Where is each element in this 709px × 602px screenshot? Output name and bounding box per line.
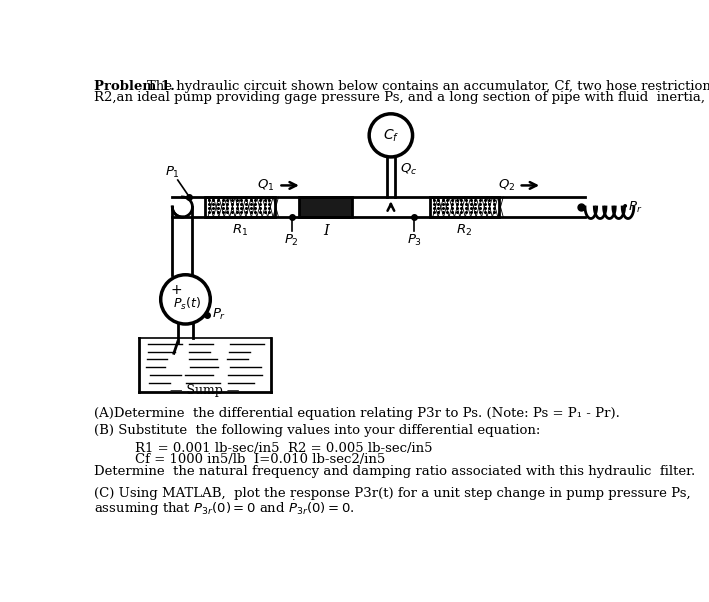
Circle shape: [161, 275, 211, 324]
Text: $Q_{1}$: $Q_{1}$: [257, 178, 274, 193]
Text: $P_s(t)$: $P_s(t)$: [173, 296, 201, 312]
Text: I: I: [323, 224, 329, 238]
Bar: [299, 197, 352, 217]
Text: $P_1$: $P_1$: [164, 165, 180, 180]
Text: $P_r$: $P_r$: [212, 307, 226, 322]
Bar: [205, 197, 274, 217]
Text: (A)Determine  the differential equation relating P3r to Ps. (Note: Ps = P₁ - Pr): (A)Determine the differential equation r…: [94, 407, 620, 420]
Text: $Q_c$: $Q_c$: [400, 162, 418, 177]
Text: $R_2$: $R_2$: [457, 223, 473, 238]
Text: $C_f$: $C_f$: [383, 127, 399, 144]
Bar: [430, 197, 499, 217]
Text: $P_2$: $P_2$: [284, 232, 299, 247]
Text: $P_3$: $P_3$: [406, 232, 422, 247]
Text: assuming that $P_{3r}(0) = 0$ and $\.{P}_{3r}(0) = 0$.: assuming that $P_{3r}(0) = 0$ and $\.{P}…: [94, 498, 355, 518]
Text: +: +: [170, 283, 182, 297]
Text: R2,an ideal pump providing gage pressure Ps, and a long section of pipe with flu: R2,an ideal pump providing gage pressure…: [94, 91, 709, 104]
Text: Problem 1.: Problem 1.: [94, 80, 175, 93]
Text: (B) Substitute  the following values into your differential equation:: (B) Substitute the following values into…: [94, 424, 540, 437]
Text: $R_1$: $R_1$: [232, 223, 248, 238]
Text: The hydraulic circuit shown below contains an accumulator, Cf, two hose restrict: The hydraulic circuit shown below contai…: [147, 80, 709, 93]
Text: Cf = 1000 in5/lb  I=0.010 lb-sec2/in5: Cf = 1000 in5/lb I=0.010 lb-sec2/in5: [135, 453, 386, 467]
Text: (C) Using MATLAB,  plot the response P3r(t) for a unit step change in pump press: (C) Using MATLAB, plot the response P3r(…: [94, 486, 691, 500]
Text: — Sump —: — Sump —: [170, 384, 240, 397]
Text: $\bullet P_r$: $\bullet P_r$: [620, 199, 642, 214]
Text: Determine  the natural frequency and damping ratio associated with this hydrauli: Determine the natural frequency and damp…: [94, 465, 696, 478]
Circle shape: [369, 114, 413, 157]
Text: $Q_{2}$: $Q_{2}$: [498, 178, 515, 193]
Text: R1 = 0.001 lb-sec/in5  R2 = 0.005 lb-sec/in5: R1 = 0.001 lb-sec/in5 R2 = 0.005 lb-sec/…: [135, 442, 432, 455]
